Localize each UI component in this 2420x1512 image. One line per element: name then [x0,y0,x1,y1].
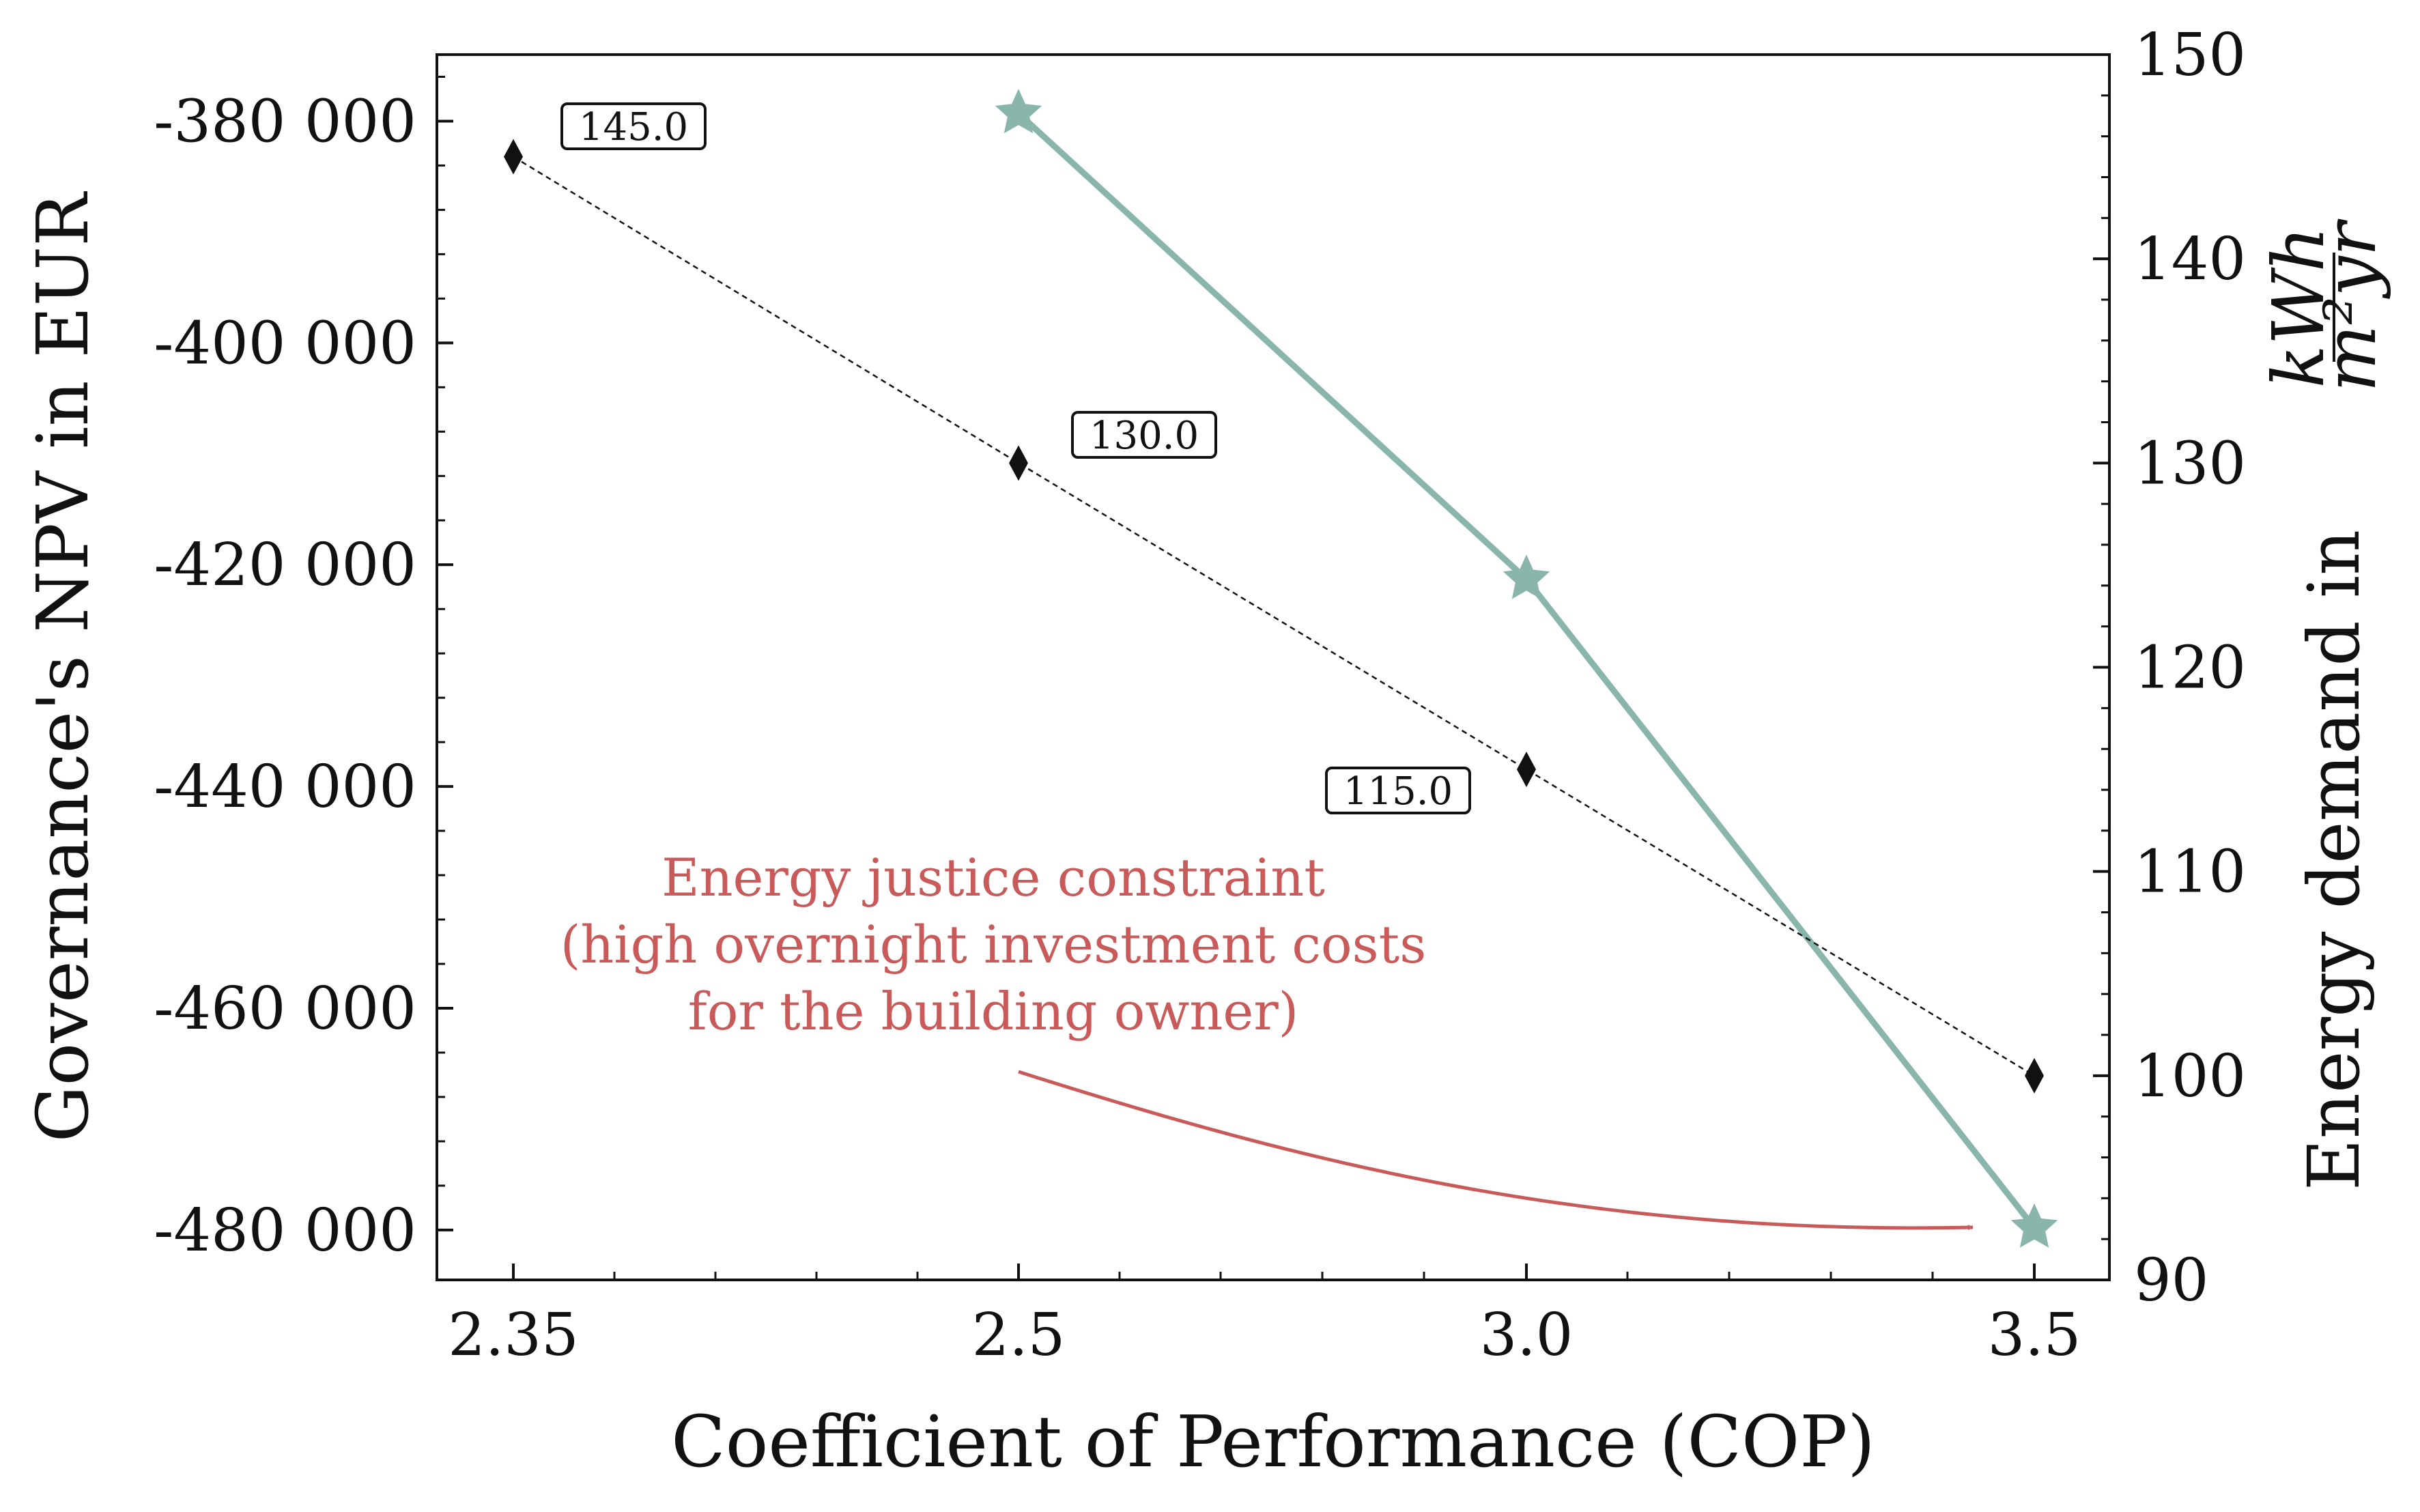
energy-diamond-marker [2025,1057,2044,1094]
y-right-axis-label: Energy demand in [2292,530,2376,1190]
data-label-box [560,102,707,150]
x-tick-label: 2.35 [448,1301,578,1369]
energy-diamond-marker [1517,752,1536,788]
y-right-tick-label: 130 [2134,429,2246,498]
right-axis-ticks: 150 140 130 120 110 100 90 [2093,21,2246,1315]
plot-frame [436,53,2111,1281]
unit-denominator: m²yr [2309,218,2392,392]
y-left-axis-title: Governance's NPV in EUR [21,191,104,1142]
y-right-tick-label: 140 [2134,225,2246,294]
data-label-layer: 145.0 130.0 115.0 [560,102,1471,814]
npv-star-marker [995,89,1042,134]
unit-numerator: kWh [2257,227,2340,388]
data-label-text: 145.0 [579,105,688,149]
data-label-box [1325,767,1471,814]
annotation-line-1: Energy justice constraint [661,847,1325,908]
y-left-tick-label: -440 000 [154,753,416,821]
annotation-line-2: (high overnight investment costs [560,914,1426,975]
x-axis-ticks: 2.35 2.5 3.0 3.5 [448,1264,2081,1369]
energy-diamond-marker [1009,445,1028,481]
x-axis-title: Coefficient of Performance (COP) [671,1400,1875,1483]
data-label-text: 130.0 [1090,414,1199,458]
annotation: Energy justice constraint (high overnigh… [560,847,1974,1231]
y-left-tick-label: -480 000 [154,1197,416,1265]
data-label-text: 115.0 [1343,769,1453,814]
x-tick-label: 3.0 [1480,1301,1574,1369]
y-right-tick-label: 110 [2134,838,2246,907]
y-right-tick-label: 90 [2134,1246,2208,1315]
series-layer [504,89,2058,1248]
y-right-tick-label: 120 [2134,634,2246,702]
annotation-line-3: for the building owner) [688,981,1299,1042]
energy-diamond-marker [504,139,523,175]
npv-line [1016,111,2037,1230]
y-left-tick-label: -460 000 [154,975,416,1043]
y-left-tick-label: -400 000 [154,309,416,377]
left-axis-ticks: -380 000 -400 000 -420 000 -440 000 -460 000… [154,75,453,1265]
y-left-tick-label: -420 000 [154,531,416,599]
y-right-axis-title: Energy demand in kWh m²yr [2257,218,2392,1190]
y-left-tick-label: -380 000 [154,87,416,156]
npv-star-marker [2010,1203,2058,1248]
x-tick-label: 2.5 [972,1301,1066,1369]
y-right-tick-label: 100 [2134,1042,2246,1111]
npv-star-marker [1503,554,1550,599]
annotation-arrow [1018,1070,1974,1231]
data-label-box [1071,411,1217,459]
y-right-tick-label: 150 [2134,21,2246,89]
x-tick-label: 3.5 [1988,1301,2081,1369]
